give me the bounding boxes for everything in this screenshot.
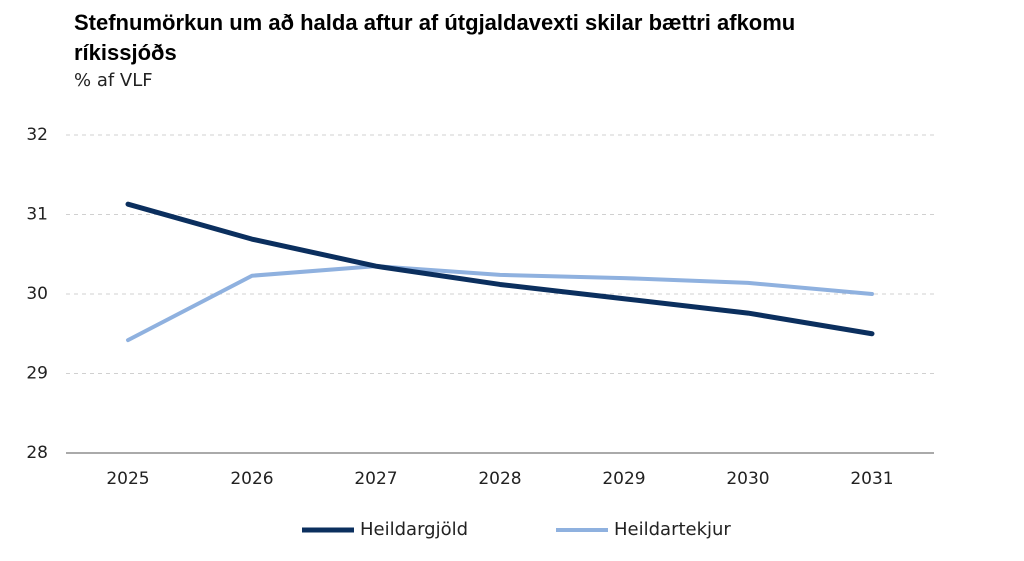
- x-tick-label: 2031: [850, 469, 893, 489]
- data-line: [126, 264, 874, 343]
- x-tick-label: 2027: [354, 469, 397, 489]
- x-tick-label: 2029: [602, 469, 645, 489]
- y-tick-label: 30: [26, 284, 48, 304]
- x-tick-label: 2028: [478, 469, 521, 489]
- data-line: [125, 201, 875, 337]
- chart-subtitle: % af VLF: [74, 70, 153, 91]
- y-tick-label: 32: [26, 125, 48, 145]
- x-tick-label: 2026: [230, 469, 273, 489]
- y-tick-label: 28: [26, 443, 48, 463]
- chart-title: Stefnumörkun um að halda aftur af útgjal…: [74, 10, 796, 65]
- x-tick-label: 2025: [106, 469, 149, 489]
- y-tick-label: 29: [26, 364, 48, 384]
- legend-label: Heildartekjur: [614, 519, 731, 540]
- legend-label: Heildargjöld: [360, 519, 468, 540]
- y-tick-label: 31: [26, 205, 48, 225]
- x-tick-label: 2030: [726, 469, 769, 489]
